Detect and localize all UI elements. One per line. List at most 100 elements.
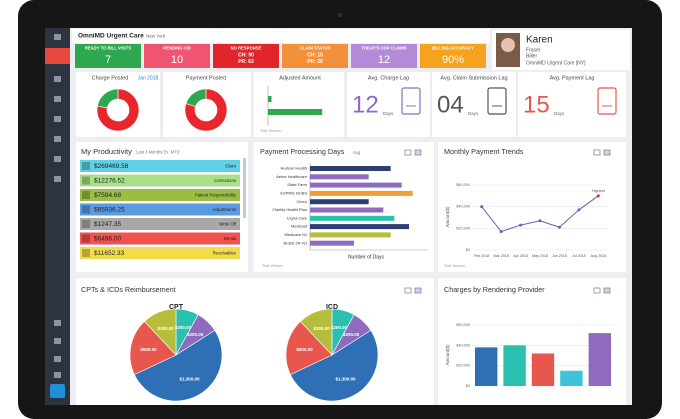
view-toggle[interactable] <box>404 287 412 294</box>
pie-slice <box>97 88 119 109</box>
productivity-row[interactable] <box>80 189 240 201</box>
pie-slice <box>129 321 177 375</box>
productivity-row[interactable] <box>80 174 240 187</box>
icon[interactable] <box>54 356 61 362</box>
y-tick-label: $60,000 <box>456 323 470 327</box>
productivity-row[interactable] <box>80 160 240 172</box>
icon[interactable] <box>54 372 61 378</box>
kpi-unit: Days <box>554 111 565 116</box>
tile-label: READY TO BILL VISITS <box>85 46 132 51</box>
icon[interactable] <box>54 76 61 82</box>
row-label: Patient Responsibility <box>195 193 237 198</box>
view-toggle[interactable] <box>414 149 422 156</box>
point <box>557 225 561 229</box>
point <box>538 219 542 223</box>
row-label: Receivables <box>213 251 236 256</box>
logo <box>50 384 65 398</box>
pie-slice <box>285 321 333 375</box>
panel-subtitle: Last 3 Months Ex. MTD <box>136 150 180 155</box>
bar <box>268 96 272 102</box>
view-toggle[interactable] <box>414 287 422 294</box>
status-tile[interactable] <box>213 44 279 68</box>
tile-label: PENDING CDI <box>163 46 190 51</box>
bar <box>531 353 555 386</box>
tile-label: BILLING ACCURACY <box>432 46 474 51</box>
bar <box>475 347 498 386</box>
category-label: Fidelity Health Plan <box>273 207 307 212</box>
tile-value: 12 <box>378 54 390 66</box>
status-tile[interactable] <box>144 44 210 68</box>
icon[interactable] <box>54 320 61 326</box>
productivity-row[interactable] <box>80 247 240 259</box>
profile-org: OmniMD Urgent Care [NY] <box>526 60 586 66</box>
tile-label: TODAY'S COP CLAIMS <box>361 46 407 51</box>
view-toggle[interactable] <box>404 149 412 156</box>
view-toggle[interactable] <box>593 149 601 156</box>
status-tile[interactable] <box>420 44 486 68</box>
x-tick-label: Feb 2018 <box>474 254 489 258</box>
view-toggle[interactable] <box>603 287 611 294</box>
icon[interactable] <box>54 96 61 102</box>
icon[interactable] <box>54 136 61 142</box>
kpi-title: Avg. Claim Submission Lag <box>440 75 507 81</box>
row-icon <box>82 220 90 228</box>
row-icon <box>82 205 90 214</box>
scrollbar[interactable] <box>243 158 246 218</box>
row-icon <box>82 191 90 199</box>
category-label: Medicare NJ <box>285 232 307 237</box>
pie-slice <box>289 329 379 402</box>
x-tick-label: Jun 2018 <box>552 254 567 258</box>
pie-slice <box>133 329 223 402</box>
slice-label: $300.00 <box>314 326 331 331</box>
status-tile[interactable] <box>351 44 417 68</box>
status-tile[interactable] <box>282 44 348 68</box>
point <box>499 230 503 234</box>
panel-title: CPTs & ICDs Reimbursement <box>81 285 176 294</box>
view-toggle[interactable] <box>603 149 611 156</box>
row-label: Denial <box>224 236 236 241</box>
category-label: Medicaid <box>291 224 307 229</box>
icon[interactable] <box>54 116 61 122</box>
tile-line: CH: 18 <box>307 52 323 58</box>
view-toggle[interactable] <box>593 287 601 294</box>
pie-slice <box>184 88 228 132</box>
org-bar <box>72 29 490 43</box>
camera <box>338 13 342 17</box>
panel-title: My Productivity <box>81 147 132 156</box>
x-tick-label: Mar 2018 <box>494 254 509 258</box>
card <box>438 142 626 272</box>
status-tile[interactable] <box>75 44 141 68</box>
bar <box>588 333 611 386</box>
row-icon <box>82 176 90 185</box>
icon[interactable] <box>54 176 61 182</box>
productivity-row[interactable] <box>80 203 240 216</box>
slice-label: $200.00 <box>331 325 348 330</box>
productivity-row[interactable] <box>80 232 240 245</box>
card-title: Adjusted Amount <box>279 75 321 81</box>
category-label: Hudson Health <box>281 166 307 171</box>
sidebar-active[interactable] <box>45 48 70 64</box>
pie-title: CPT <box>169 304 184 311</box>
category-label: Aetna Healthcare <box>276 174 308 179</box>
productivity-row[interactable] <box>80 218 240 230</box>
point <box>577 208 581 212</box>
icon[interactable] <box>54 34 61 40</box>
kpi-value: 12 <box>352 91 379 118</box>
bar <box>310 215 395 221</box>
y-tick-label: $40,000 <box>456 343 470 347</box>
row-amount: $65936.25 <box>94 207 125 214</box>
icon[interactable] <box>54 338 61 344</box>
pie-slice <box>300 308 333 356</box>
pie-slice <box>185 88 207 107</box>
tile-label: NO RESPONSE <box>231 46 262 51</box>
tile-line: PR: 63 <box>238 59 254 65</box>
kpi-title: Avg. Charge Lag <box>368 75 409 81</box>
row-label: Corrections <box>214 178 236 183</box>
profile-role: Biller <box>526 53 537 59</box>
icon[interactable] <box>54 156 61 162</box>
tile-line: PR: 20 <box>307 59 323 65</box>
tile-value: 7 <box>105 54 111 66</box>
y-tick-label: $0 <box>466 384 470 388</box>
row-amount: $269469.58 <box>94 163 129 170</box>
slice-label: $1,300.00 <box>335 377 356 382</box>
